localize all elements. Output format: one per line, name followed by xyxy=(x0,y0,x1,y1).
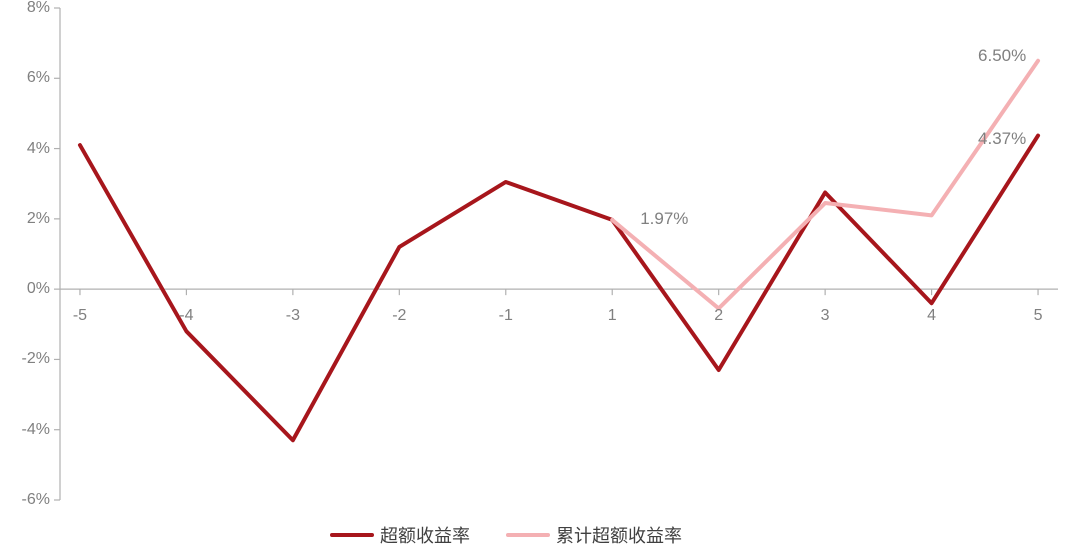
x-axis-tick-label: -2 xyxy=(392,307,406,325)
y-axis-tick-label: -6% xyxy=(0,491,50,509)
y-axis-tick-label: 4% xyxy=(0,140,50,158)
x-axis-tick-label: -5 xyxy=(73,307,87,325)
legend-swatch xyxy=(506,533,550,537)
y-axis-tick-label: 2% xyxy=(0,210,50,228)
series-line xyxy=(80,136,1038,441)
legend-item: 超额收益率 xyxy=(330,522,470,548)
x-axis-tick-label: 1 xyxy=(608,307,617,325)
y-axis-tick-label: -4% xyxy=(0,421,50,439)
line-chart: -6% -4% -2% 0% 2% 4% 6% 8% -5 -4 -3 -2 -1 1 2 3 4 5 1.97% 6… xyxy=(0,0,1080,553)
legend-swatch xyxy=(330,533,374,537)
x-axis-tick-label: 5 xyxy=(1034,307,1043,325)
series-line xyxy=(612,61,1038,309)
x-axis-tick-label: 2 xyxy=(714,307,723,325)
y-axis-tick-label: 6% xyxy=(0,69,50,87)
data-point-label: 1.97% xyxy=(640,209,688,229)
x-axis-tick-label: -4 xyxy=(179,307,193,325)
chart-canvas xyxy=(0,0,1080,553)
data-point-label: 4.37% xyxy=(978,129,1026,149)
y-axis-tick-label: 8% xyxy=(0,0,50,17)
x-axis-tick-label: 3 xyxy=(821,307,830,325)
y-axis-tick-label: -2% xyxy=(0,350,50,368)
data-point-label: 6.50% xyxy=(978,46,1026,66)
x-axis-tick-label: 4 xyxy=(927,307,936,325)
legend-label: 超额收益率 xyxy=(380,522,470,548)
y-axis-tick-label: 0% xyxy=(0,280,50,298)
legend-item: 累计超额收益率 xyxy=(506,522,682,548)
x-axis-tick-label: -3 xyxy=(286,307,300,325)
x-axis-tick-label: -1 xyxy=(499,307,513,325)
chart-legend: 超额收益率 累计超额收益率 xyxy=(330,522,682,548)
legend-label: 累计超额收益率 xyxy=(556,522,682,548)
